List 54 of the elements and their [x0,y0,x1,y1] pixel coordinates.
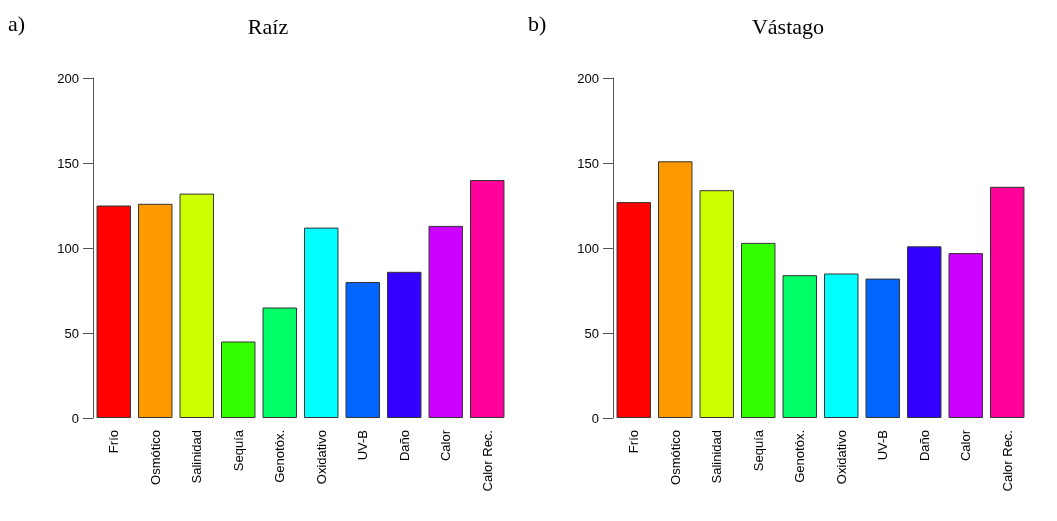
x-tick-label: Salinidad [709,430,725,484]
y-tick-label: 50 [64,325,79,341]
bar [262,307,297,418]
bar [824,273,859,418]
bar [699,190,734,418]
x-tick-label: Daño [396,430,412,462]
x-tick-label: Salinidad [189,430,205,484]
x-tick-label: Genotóx. [792,430,808,483]
bar [304,227,339,418]
y-tick-label: 150 [57,155,79,171]
x-tick-label: Calor Rec. [479,430,495,492]
bar [741,242,776,418]
bar [387,271,422,418]
bar [179,193,214,418]
bar [138,203,173,418]
y-tick-label: 50 [584,325,599,341]
bar [428,225,463,418]
x-tick-label: Frío [626,430,642,454]
chart-title: Vástago [751,13,825,39]
y-tick-label: 100 [577,240,599,256]
bar [948,253,983,418]
x-tick-label: Osmótico [667,430,683,485]
text: a) [8,10,26,36]
x-tick-label: Oxidativo [833,430,849,485]
bar [616,202,651,418]
x-tick-label: Genotóx. [272,430,288,483]
x-tick-label: Frío [106,430,122,454]
text: b) [528,10,547,36]
bar [865,278,900,418]
x-tick-label: Calor [958,429,974,462]
y-tick-label: 150 [577,155,599,171]
x-tick-label: Osmótico [147,430,163,485]
chart-title: Raíz [247,13,289,39]
y-tick-label: 0 [71,410,79,426]
bar [470,180,505,418]
bar [658,161,693,418]
bar [221,341,256,418]
bar [345,282,380,418]
x-tick-label: Sequía [750,429,766,472]
x-tick-label: UV-B [875,430,891,461]
x-tick-label: Calor [438,429,454,462]
y-tick-label: 0 [591,410,599,426]
y-tick-label: 200 [57,70,79,86]
y-tick-label: 200 [577,70,599,86]
bar [96,205,131,418]
bar [782,275,817,418]
x-tick-label: Sequía [230,429,246,472]
bar [907,246,942,418]
y-tick-label: 100 [57,240,79,256]
x-tick-label: Oxidativo [313,430,329,485]
x-tick-label: Daño [916,430,932,462]
x-tick-label: Calor Rec. [999,430,1015,492]
bar [990,186,1025,418]
x-tick-label: UV-B [355,430,371,461]
